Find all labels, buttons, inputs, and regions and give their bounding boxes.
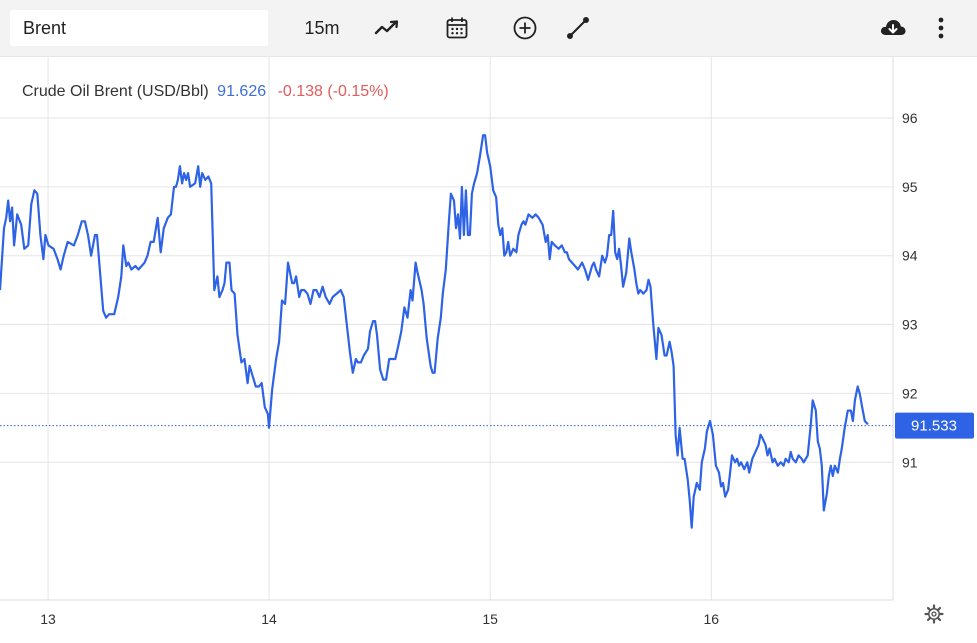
add-indicator-button[interactable] xyxy=(507,10,543,46)
line-chart-icon xyxy=(374,20,399,35)
chart-type-button[interactable] xyxy=(369,10,405,46)
interval-selector[interactable]: 15m xyxy=(304,17,340,38)
y-tick-label: 92 xyxy=(902,385,918,401)
x-tick-label: 14 xyxy=(261,611,277,627)
price-series-line xyxy=(0,134,869,529)
draw-tool-button[interactable] xyxy=(560,10,596,46)
cloud-download-icon xyxy=(880,20,906,35)
instrument-name: Crude Oil Brent (USD/Bbl) xyxy=(22,83,209,100)
price-change: -0.138 (-0.15%) xyxy=(277,83,389,100)
trend-line-icon xyxy=(567,17,589,39)
more-vertical-icon xyxy=(938,17,944,39)
download-button[interactable] xyxy=(875,10,911,46)
plus-circle-icon xyxy=(513,16,537,40)
last-price: 91.626 xyxy=(217,83,267,100)
price-chart[interactable]: 91 92 93 94 95 96 13 14 15 16 91.533 xyxy=(0,56,977,643)
x-tick-label: 15 xyxy=(482,611,498,627)
symbol-search-input[interactable] xyxy=(10,10,268,46)
x-tick-label: 16 xyxy=(704,611,720,627)
chart-legend: Crude Oil Brent (USD/Bbl) 91.626 -0.138 … xyxy=(22,83,389,101)
y-tick-label: 91 xyxy=(902,454,918,470)
gear-icon xyxy=(924,604,944,624)
chart-toolbar: 15m xyxy=(0,0,977,57)
chart-settings-button[interactable] xyxy=(924,604,944,624)
current-price-label: 91.533 xyxy=(911,418,957,435)
x-tick-label: 13 xyxy=(40,611,56,627)
y-tick-label: 95 xyxy=(902,179,918,195)
calendar-icon xyxy=(446,17,468,39)
current-price-badge: 91.533 xyxy=(895,412,974,439)
y-tick-label: 94 xyxy=(902,248,918,264)
y-tick-label: 96 xyxy=(902,110,918,126)
y-tick-label: 93 xyxy=(902,317,918,333)
calendar-button[interactable] xyxy=(439,10,475,46)
more-options-button[interactable] xyxy=(923,10,959,46)
